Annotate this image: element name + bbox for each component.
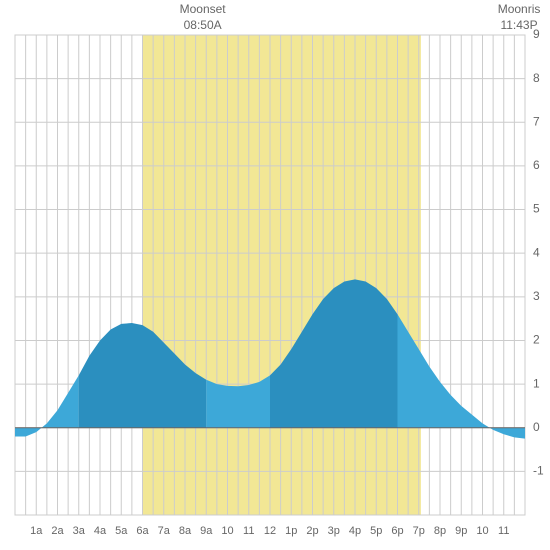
- x-tick-label: 9a: [200, 525, 213, 537]
- header-label: Moonset08:50A: [173, 2, 233, 33]
- y-tick-label: 1: [533, 376, 540, 390]
- chart-svg: -101234567891a2a3a4a5a6a7a8a9a1011121p2p…: [0, 0, 550, 550]
- header-time: 08:50A: [173, 18, 233, 34]
- x-tick-label: 5a: [115, 525, 128, 537]
- grid: [15, 35, 525, 515]
- x-tick-label: 10: [221, 525, 233, 537]
- y-tick-label: 6: [533, 158, 540, 172]
- y-tick-label: 8: [533, 71, 540, 85]
- x-tick-label: 4p: [349, 525, 361, 537]
- tide-chart: -101234567891a2a3a4a5a6a7a8a9a1011121p2p…: [0, 0, 550, 550]
- y-tick-label: -1: [533, 464, 544, 478]
- x-tick-label: 5p: [370, 525, 382, 537]
- header-label: Moonris11:43P: [489, 2, 549, 33]
- header-title: Moonris: [489, 2, 549, 18]
- x-tick-label: 11: [498, 525, 509, 537]
- x-tick-label: 11: [243, 525, 254, 537]
- x-tick-label: 2p: [306, 525, 318, 537]
- x-tick-label: 9p: [455, 525, 467, 537]
- x-tick-label: 8a: [179, 525, 192, 537]
- y-tick-label: 3: [533, 289, 540, 303]
- x-tick-label: 12: [264, 525, 276, 537]
- x-tick-label: 10: [476, 525, 488, 537]
- y-tick-label: 0: [533, 420, 540, 434]
- x-tick-label: 1a: [30, 525, 43, 537]
- daylight-band: [143, 35, 421, 515]
- y-tick-label: 2: [533, 333, 540, 347]
- x-tick-label: 7a: [158, 525, 171, 537]
- x-tick-label: 1p: [285, 525, 297, 537]
- x-tick-label: 6p: [391, 525, 403, 537]
- x-tick-label: 2a: [51, 525, 64, 537]
- y-tick-label: 7: [533, 114, 540, 128]
- header-time: 11:43P: [489, 18, 549, 34]
- y-tick-label: 5: [533, 202, 540, 216]
- x-tick-label: 7p: [413, 525, 425, 537]
- x-tick-label: 6a: [136, 525, 149, 537]
- x-tick-label: 3p: [328, 525, 340, 537]
- header-title: Moonset: [173, 2, 233, 18]
- x-tick-label: 8p: [434, 525, 446, 537]
- x-tick-label: 3a: [73, 525, 86, 537]
- y-tick-label: 4: [533, 245, 540, 259]
- x-tick-label: 4a: [94, 525, 107, 537]
